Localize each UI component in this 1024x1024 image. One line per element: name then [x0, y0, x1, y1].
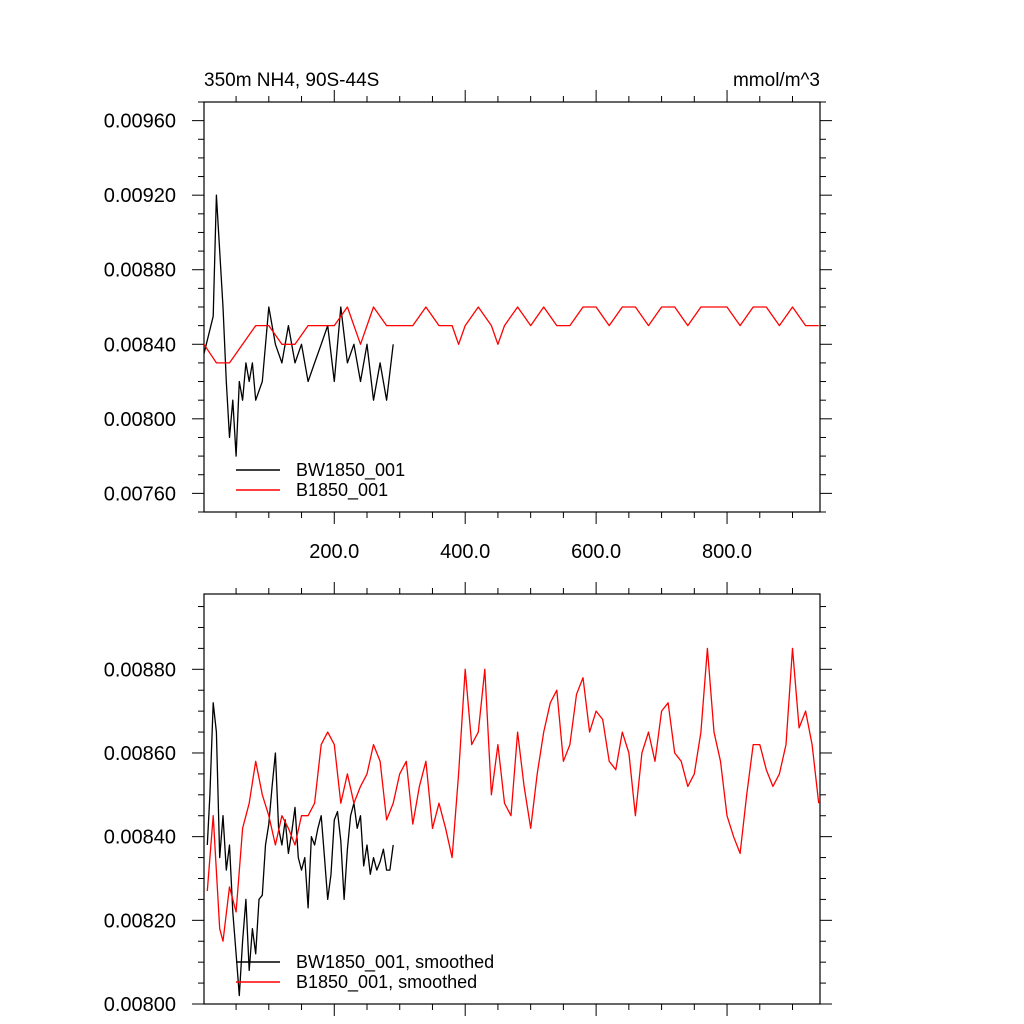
- series-line-b1850-001-smoothed: [206, 647, 820, 942]
- top-chart-title: 350m NH4, 90S-44S: [204, 70, 379, 91]
- top-chart-ticks: [192, 90, 832, 524]
- y-tick-label: 0.00800: [104, 994, 176, 1016]
- top-chart-panel: 350m NH4, 90S-44S mmol/m^3 200.0 400.0 600…: [104, 70, 832, 563]
- series-line-bw1850-001-smoothed: [206, 702, 394, 997]
- bottom-plot-frame: [203, 593, 821, 1005]
- y-tick-label: 0.00840: [104, 827, 176, 849]
- x-tick-label: 600.0: [571, 541, 621, 563]
- bottom-chart-series-lines: [206, 647, 820, 997]
- bottom-chart-tick-labels: 0.00800 0.00820 0.00840 0.00860 0.00880: [104, 659, 176, 1016]
- bottom-chart-ticks: [192, 582, 832, 1016]
- y-tick-label: 0.00880: [104, 659, 176, 681]
- y-tick-label: 0.00760: [104, 483, 176, 505]
- series-line-b1850-001: [203, 306, 819, 364]
- y-tick-label: 0.00800: [104, 409, 176, 431]
- y-tick-label: 0.00820: [104, 910, 176, 932]
- x-tick-label: 800.0: [702, 541, 752, 563]
- x-tick-label: 400.0: [440, 541, 490, 563]
- legend-label-bw1850-001-smoothed: BW1850_001, smoothed: [296, 952, 494, 973]
- bottom-chart-panel: 0.00800 0.00820 0.00840 0.00860 0.00880 BW18…: [104, 582, 832, 1016]
- y-tick-label: 0.00880: [104, 260, 176, 282]
- y-tick-label: 0.00920: [104, 185, 176, 207]
- y-tick-label: 0.00860: [104, 743, 176, 765]
- top-chart-units-label: mmol/m^3: [733, 70, 820, 91]
- x-tick-label: 200.0: [309, 541, 359, 563]
- legend-label-b1850-001-smoothed: B1850_001, smoothed: [296, 972, 477, 993]
- top-chart-series-lines: [203, 194, 819, 457]
- legend-label-b1850-001: B1850_001: [296, 480, 388, 501]
- series-line-bw1850-001: [203, 194, 394, 457]
- legend-label-bw1850-001: BW1850_001: [296, 460, 405, 481]
- top-chart-tick-labels: 200.0 400.0 600.0 800.0 0.00760 0.00800 0.0084…: [104, 111, 752, 563]
- y-tick-label: 0.00840: [104, 334, 176, 356]
- y-tick-label: 0.00960: [104, 111, 176, 133]
